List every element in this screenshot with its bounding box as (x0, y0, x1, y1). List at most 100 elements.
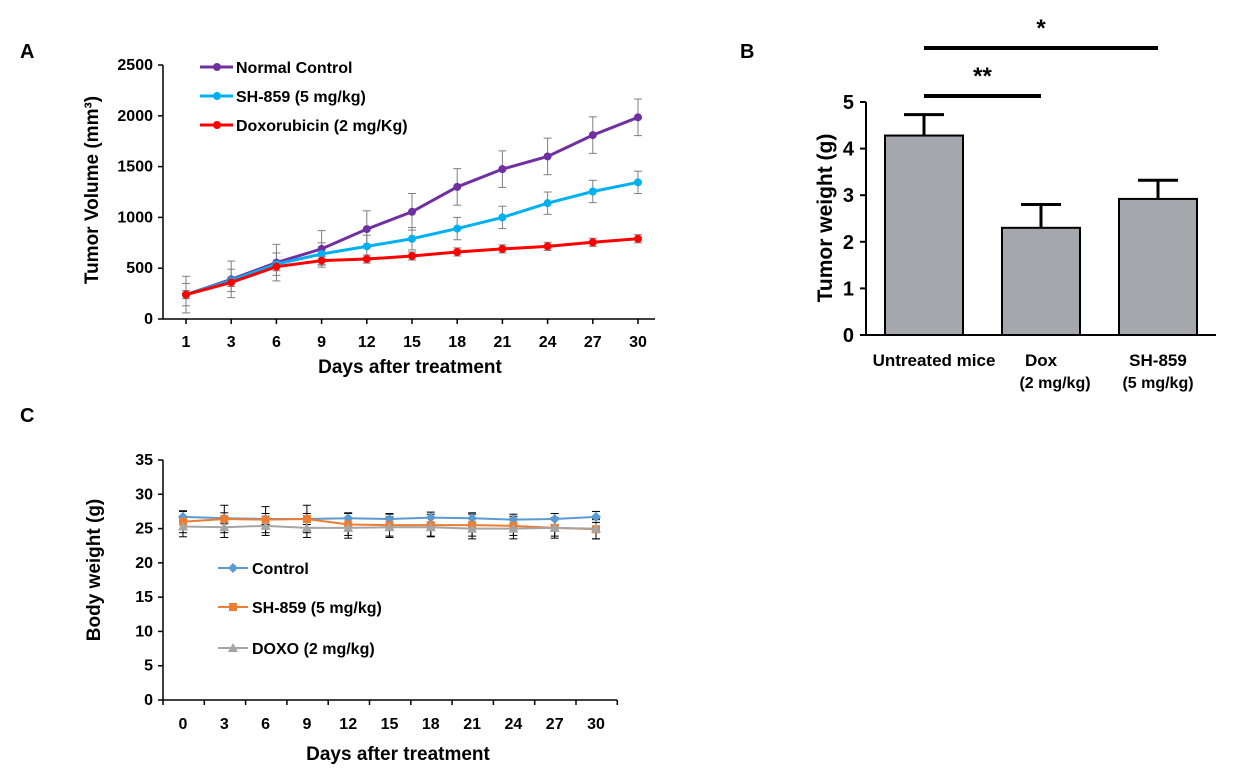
y-tick-label: 1500 (117, 159, 153, 176)
y-tick-label: 0 (144, 311, 153, 328)
y-tick-label: 2000 (117, 108, 153, 125)
data-point (425, 522, 436, 532)
panel-label-a: A (20, 41, 34, 63)
data-point (408, 207, 416, 216)
legend-marker (228, 563, 238, 573)
x-tick-label: 0 (179, 716, 188, 733)
y-tick-label: 10 (135, 623, 153, 640)
x-tick-label: 15 (381, 716, 399, 733)
data-point (453, 224, 462, 233)
y-tick-label: 2500 (117, 57, 153, 74)
panel-label-b: B (740, 41, 754, 63)
data-point (260, 520, 271, 530)
y-tick-label: 3 (843, 185, 854, 207)
x-tick-label: 6 (272, 334, 281, 351)
data-point (182, 290, 190, 299)
data-point (549, 513, 560, 524)
legend-marker (229, 603, 237, 611)
data-point (588, 131, 597, 140)
y-tick-label: 1000 (117, 209, 153, 226)
y-tick-label: 35 (135, 452, 153, 469)
x-tick-label: 24 (539, 334, 557, 351)
data-point (467, 513, 478, 524)
y-axis-title: Tumor weight (g) (814, 134, 837, 303)
data-point (588, 238, 597, 247)
data-point (498, 165, 507, 174)
x-tick-label: 24 (505, 716, 523, 733)
x-tick-label: 21 (494, 334, 512, 351)
legend-label: Normal Control (236, 60, 352, 77)
x-tick-label: 3 (220, 716, 229, 733)
bar-1 (1001, 226, 1081, 337)
data-point (362, 225, 371, 234)
chart-a-tumor-volume: 0 500 1000 1500 2000 2500 1 3 6 9 12 15 18 21 24 27 30 Da… (82, 57, 655, 378)
category-label: Untreated mice (873, 351, 996, 370)
y-tick-label: 5 (144, 658, 153, 675)
panel-label-c: C (20, 405, 34, 427)
chart-c-body-weight: 0 5 10 15 20 25 30 35 0 3 6 9 12 15 18 21 24 27 30 Days aft… (84, 452, 619, 765)
y-tick-label: 20 (135, 555, 153, 572)
significance-label: * (1036, 15, 1046, 42)
legend-marker (213, 121, 221, 129)
data-point (549, 522, 560, 532)
data-point (543, 152, 552, 161)
data-point (343, 522, 354, 532)
data-point (453, 182, 462, 191)
data-point (591, 511, 601, 522)
data-point (453, 247, 462, 256)
x-tick-label: 18 (448, 334, 466, 351)
category-label: SH-859 (1129, 351, 1187, 370)
x-axis-title: Days after treatment (318, 357, 502, 378)
legend-marker (228, 643, 238, 652)
data-point (178, 521, 188, 531)
bar-0 (884, 134, 964, 336)
data-point (220, 514, 229, 523)
bar-2 (1118, 197, 1198, 336)
data-point (408, 252, 416, 261)
x-tick-label: 1 (182, 334, 191, 351)
data-point (634, 234, 642, 243)
data-point (591, 523, 601, 533)
significance-label: ** (973, 63, 992, 90)
y-tick-label: 15 (135, 589, 153, 606)
y-tick-label: 0 (144, 692, 153, 709)
x-tick-label: 18 (422, 716, 440, 733)
data-point (634, 178, 642, 187)
data-point (219, 522, 230, 532)
y-tick-label: 4 (843, 139, 855, 161)
y-tick-label: 2 (843, 232, 854, 254)
category-sublabel: (2 mg/kg) (1019, 375, 1090, 392)
data-point (302, 514, 311, 523)
data-point (317, 249, 326, 258)
data-point (384, 522, 395, 532)
x-tick-label: 30 (629, 334, 647, 351)
data-point (362, 242, 371, 251)
x-tick-label: 27 (584, 334, 602, 351)
category-sublabel: (5 mg/kg) (1122, 375, 1193, 392)
legend-label: DOXO (2 mg/kg) (252, 641, 375, 658)
legend-label: SH-859 (5 mg/kg) (236, 89, 366, 106)
data-point (543, 199, 552, 208)
data-point (425, 512, 436, 523)
x-tick-label: 9 (302, 716, 311, 733)
y-tick-label: 1 (843, 278, 854, 300)
y-tick-label: 30 (135, 486, 153, 503)
legend-marker (213, 63, 221, 71)
x-tick-label: 9 (317, 334, 326, 351)
data-point (272, 262, 281, 271)
x-tick-label: 21 (463, 716, 481, 733)
chart-b-tumor-weight: 0 1 2 3 4 5 Tumor weight (g) Untreated mice Dox (… (814, 15, 1216, 392)
x-axis-title: Days after treatment (306, 744, 490, 765)
data-point (261, 515, 270, 524)
data-point (588, 187, 597, 196)
x-tick-label: 6 (261, 716, 270, 733)
x-tick-label: 27 (546, 716, 564, 733)
x-tick-label: 30 (587, 716, 605, 733)
y-tick-label: 0 (843, 325, 854, 347)
legend-marker (213, 92, 221, 100)
y-axis-title: Body weight (g) (84, 499, 105, 641)
legend-label: Control (252, 561, 309, 578)
x-tick-label: 3 (227, 334, 236, 351)
y-axis-title: Tumor Volume (mm³) (82, 96, 103, 284)
data-point (467, 523, 478, 533)
